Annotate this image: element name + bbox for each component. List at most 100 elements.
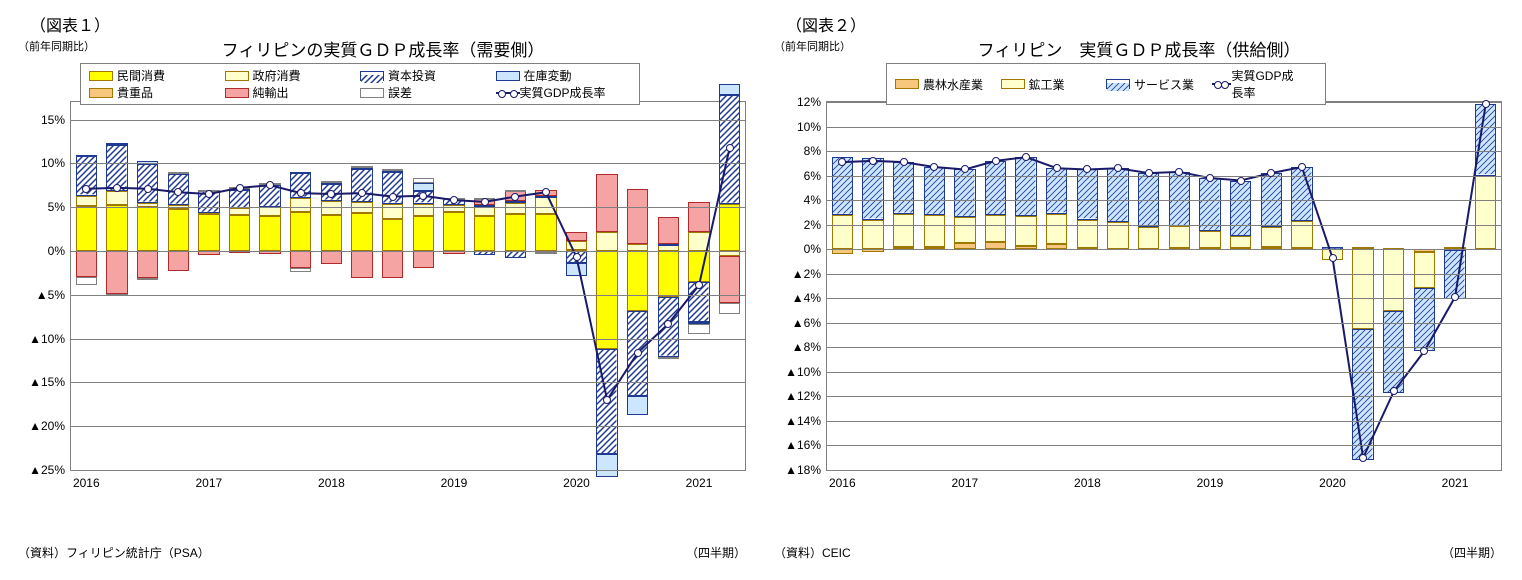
bar-segment: [985, 161, 1006, 215]
bar-segment: [596, 232, 617, 251]
bar-segment: [954, 169, 975, 217]
bar-column: [1077, 102, 1098, 470]
x-tick: 2020: [1319, 470, 1346, 490]
bar-segment: [1414, 252, 1435, 289]
bar-column: [106, 102, 127, 470]
bar-segment: [924, 215, 945, 247]
bar-segment: [137, 278, 158, 280]
legend-item: 実質GDP成長率: [1212, 67, 1304, 101]
bar-segment: [1261, 227, 1282, 247]
bar-segment: [627, 244, 648, 251]
x-tick: 2016: [829, 470, 856, 490]
y-tick: 0%: [804, 242, 827, 256]
bar-segment: [382, 219, 403, 251]
bar-segment: [413, 183, 434, 192]
legend-item: 実質GDP成長率: [496, 84, 618, 101]
bar-segment: [688, 324, 709, 335]
bar-segment: [658, 251, 679, 297]
chart2-title: フィリピン 実質ＧＤＰ成長率（供給側）: [766, 36, 1512, 61]
bar-segment: [719, 303, 740, 314]
chart1-legend: 民間消費政府消費資本投資在庫変動貴重品純輸出誤差実質GDP成長率: [80, 63, 640, 105]
legend-item: 政府消費: [225, 67, 347, 84]
gdp-marker: [144, 185, 152, 193]
bar-segment: [1015, 216, 1036, 245]
gdp-marker: [838, 158, 846, 166]
gdp-marker: [992, 157, 1000, 165]
bar-column: [1107, 102, 1128, 470]
y-tick: ▲15%: [29, 375, 71, 389]
chart1-plot: ▲25%▲20%▲15%▲10%▲5%0%5%10%15%20162017201…: [70, 101, 746, 471]
y-tick: 10%: [797, 120, 827, 134]
gdp-marker: [1359, 454, 1367, 462]
y-tick: 4%: [804, 193, 827, 207]
bar-segment: [1107, 222, 1128, 249]
bar-segment: [351, 213, 372, 251]
bar-column: [1383, 102, 1404, 470]
legend-item: 農林水産業: [895, 67, 987, 101]
bar-column: [229, 102, 250, 470]
bar-column: [137, 102, 158, 470]
y-tick: 5%: [48, 200, 71, 214]
bar-segment: [1169, 226, 1190, 248]
bar-segment: [505, 214, 526, 251]
x-tick: 2018: [1074, 470, 1101, 490]
bar-segment: [137, 207, 158, 251]
bar-segment: [76, 155, 97, 157]
chart2-source: （資料）CEIC: [774, 544, 851, 561]
y-tick: 15%: [41, 113, 71, 127]
bar-column: [1230, 102, 1251, 470]
bar-segment: [1230, 236, 1251, 248]
bar-column: [1414, 102, 1435, 470]
legend-item: 資本投資: [360, 67, 482, 84]
gdp-marker: [900, 158, 908, 166]
bar-column: [474, 102, 495, 470]
bar-segment: [76, 196, 97, 207]
bar-segment: [168, 172, 189, 174]
bar-segment: [627, 251, 648, 311]
bar-column: [566, 102, 587, 470]
gdp-marker: [1083, 165, 1091, 173]
chart2-figlabel: （図表２）: [786, 12, 1512, 36]
bar-segment: [596, 174, 617, 232]
y-tick: ▲14%: [785, 414, 827, 428]
bar-segment: [321, 215, 342, 251]
x-tick: 2019: [1197, 470, 1224, 490]
bar-segment: [413, 204, 434, 216]
bar-segment: [106, 205, 127, 251]
y-tick: ▲10%: [785, 365, 827, 379]
bar-segment: [1046, 214, 1067, 245]
bar-column: [321, 102, 342, 470]
bar-segment: [566, 241, 587, 250]
y-tick: ▲6%: [792, 316, 827, 330]
legend-item: 純輸出: [225, 84, 347, 101]
bar-segment: [106, 143, 127, 145]
bar-segment: [76, 277, 97, 285]
gdp-marker: [1451, 293, 1459, 301]
chart1-figlabel: （図表１）: [30, 12, 756, 36]
bar-segment: [443, 212, 464, 251]
bar-segment: [106, 191, 127, 205]
bar-column: [954, 102, 975, 470]
y-tick: 12%: [797, 95, 827, 109]
bar-segment: [924, 167, 945, 215]
bar-segment: [688, 232, 709, 251]
y-tick: 2%: [804, 218, 827, 232]
bar-segment: [76, 206, 97, 251]
bar-segment: [719, 84, 740, 95]
chart1-wrap: 民間消費政府消費資本投資在庫変動貴重品純輸出誤差実質GDP成長率 ▲25%▲20…: [10, 61, 756, 531]
bar-column: [1046, 102, 1067, 470]
y-tick: ▲12%: [785, 389, 827, 403]
x-tick: 2020: [563, 470, 590, 490]
gdp-marker: [726, 144, 734, 152]
gdp-marker: [1482, 100, 1490, 108]
bar-segment: [627, 189, 648, 244]
bar-segment: [1352, 329, 1373, 460]
bar-segment: [688, 251, 709, 282]
y-tick: ▲4%: [792, 291, 827, 305]
gdp-marker: [327, 190, 335, 198]
y-tick: ▲16%: [785, 438, 827, 452]
y-tick: ▲5%: [36, 288, 71, 302]
x-tick: 2021: [686, 470, 713, 490]
bar-segment: [1475, 104, 1496, 175]
bar-segment: [76, 251, 97, 277]
